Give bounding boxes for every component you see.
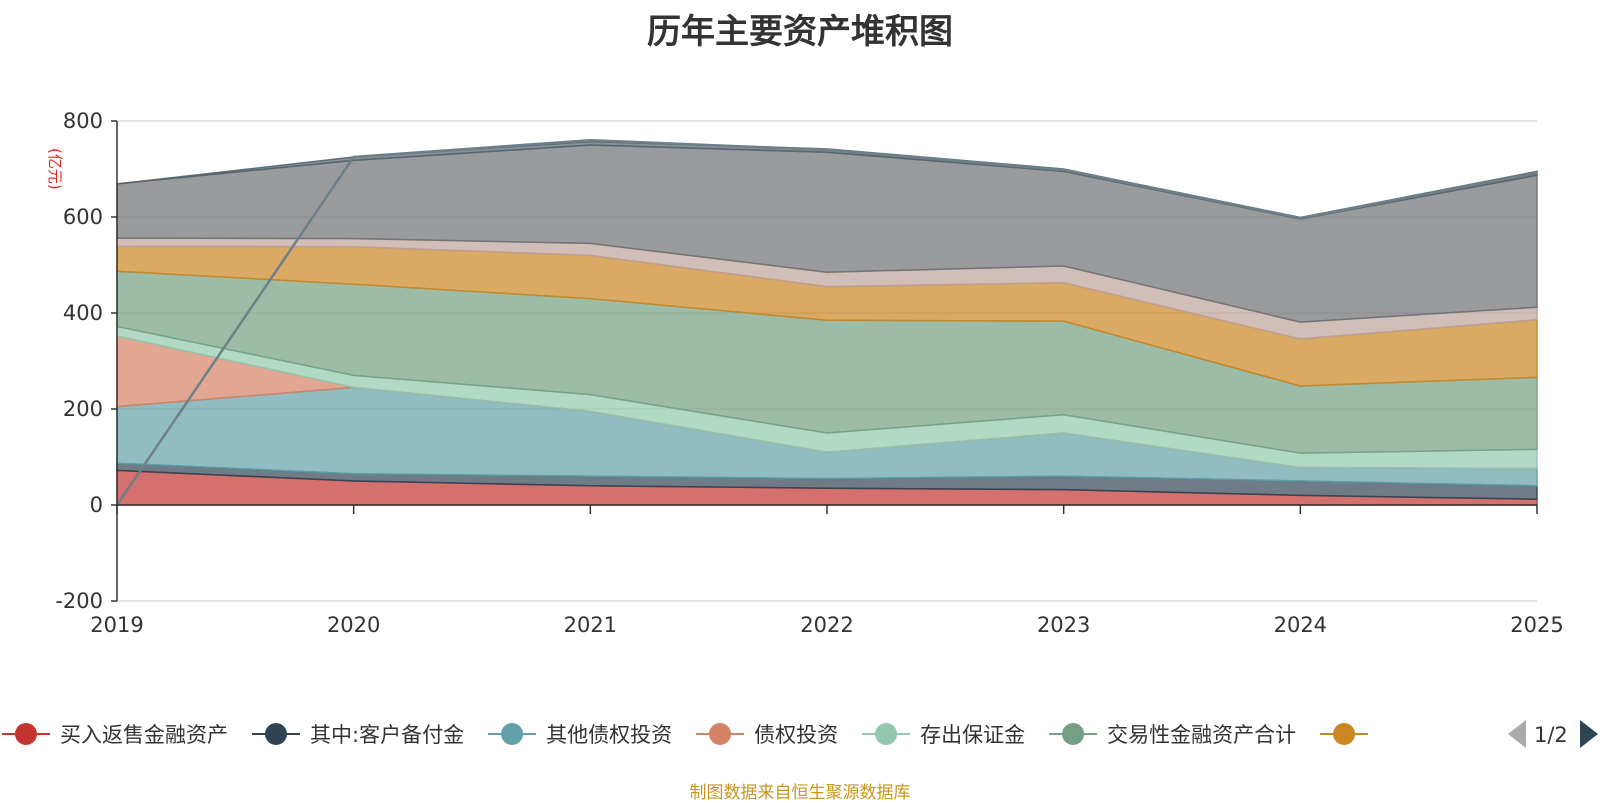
y-tick-label: 200 [63,397,103,421]
legend-label: 其他债权投资 [546,723,672,747]
legend-item[interactable]: 债权投资 [696,723,838,747]
legend-circle-icon [1062,723,1085,745]
legend: 买入返售金融资产 其中:客户备付金 其他债权投资 债权投资 存出保证金 交易性金融资产合计… [2,720,1598,748]
legend-label: 交易性金融资产合计 [1107,723,1296,747]
y-tick-label: 600 [63,205,103,229]
x-tick-label: 2025 [1510,613,1563,637]
y-tick-label: 0 [90,493,103,517]
legend-circle-icon [501,723,524,745]
data-source-note: 制图数据来自恒生聚源数据库 [689,783,911,803]
x-tick-label: 2019 [90,613,143,637]
legend-item[interactable]: 买入返售金融资产 [2,723,228,747]
x-tick-label: 2023 [1037,613,1090,637]
legend-label: 存出保证金 [920,723,1025,747]
x-tick-label: 2024 [1274,613,1327,637]
legend-circle-icon [15,723,37,745]
legend-item[interactable]: 存出保证金 [862,723,1025,747]
legend-label: 买入返售金融资产 [60,723,228,747]
legend-circle-icon [265,723,287,745]
legend-item[interactable]: 其他债权投资 [488,723,672,747]
legend-label: 其中:客户备付金 [310,723,464,747]
legend-item[interactable] [1320,723,1369,745]
y-tick-label: -200 [55,589,103,613]
legend-circle-icon [709,723,732,745]
y-axis-unit-label: (亿元) [46,148,64,190]
legend-circle-icon [875,723,898,745]
y-tick-label: 800 [63,109,103,133]
legend-circle-icon [1333,723,1356,745]
legend-label: 债权投资 [754,723,838,747]
legend-page-indicator: 1/2 [1534,723,1568,747]
x-tick-label: 2020 [327,613,380,637]
chart-title: 历年主要资产堆积图 [647,12,953,52]
legend-item[interactable]: 其中:客户备付金 [252,723,464,747]
y-tick-label: 400 [63,301,103,325]
area-series [115,138,1538,506]
legend-prev-page-icon[interactable] [1508,720,1526,748]
x-tick-label: 2021 [564,613,617,637]
legend-next-page-icon[interactable] [1580,720,1598,748]
total-line [115,138,1538,506]
x-tick-label: 2022 [800,613,853,637]
legend-item[interactable]: 交易性金融资产合计 [1049,723,1296,747]
